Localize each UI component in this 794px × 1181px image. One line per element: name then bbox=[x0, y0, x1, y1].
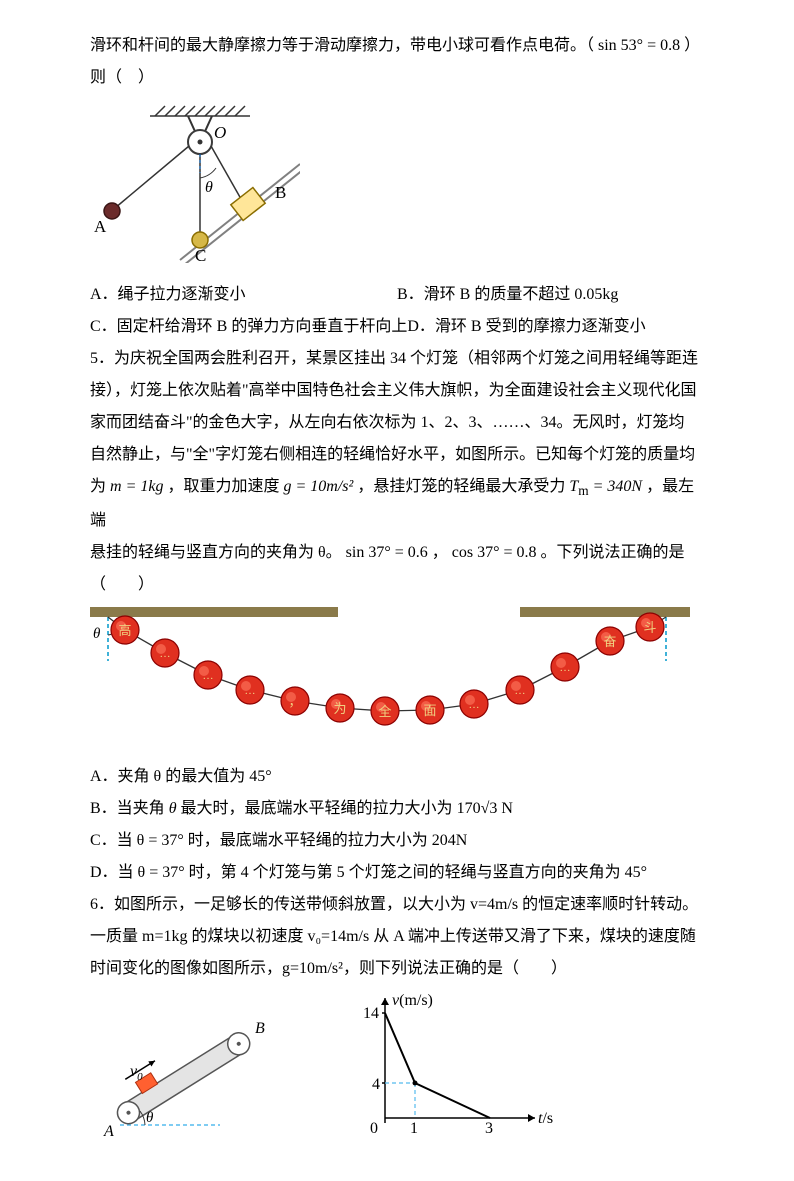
q4-options-row1: A．绳子拉力逐渐变小 B．滑环 B 的质量不超过 0.05kg bbox=[90, 279, 704, 311]
q5-option-a: A．夹角 θ 的最大值为 45° bbox=[90, 761, 704, 793]
q5-l5-a: 为 bbox=[90, 478, 106, 495]
q5-l5: 为 m = 1kg ，取重力加速度 g = 10m/s² ，悬挂灯笼的轻绳最大承… bbox=[90, 471, 704, 537]
svg-text:4: 4 bbox=[372, 1076, 380, 1093]
q5-l2: 接），灯笼上依次贴着"高举中国特色社会主义伟大旗帜，为全面建设社会主义现代化国 bbox=[90, 375, 704, 407]
q4-option-d: D．滑环 B 受到的摩擦力逐渐变小 bbox=[407, 318, 645, 335]
q5-l3: 家而团结奋斗"的金色大字，从左向右依次标为 1、2、3、……、34。无风时，灯笼… bbox=[90, 407, 704, 439]
q6-l3: 时间变化的图像如图所示，g=10m/s²，则下列说法正确的是（ ） bbox=[90, 953, 704, 985]
svg-text:全: 全 bbox=[378, 704, 391, 719]
svg-text:1: 1 bbox=[410, 1120, 418, 1137]
svg-text:…: … bbox=[203, 670, 214, 682]
svg-text:0: 0 bbox=[370, 1120, 378, 1137]
q5-option-c: C．当 θ = 37° 时，最底端水平轻绳的拉力大小为 204N bbox=[90, 825, 704, 857]
q5-g: g = 10m/s² bbox=[283, 478, 353, 495]
q4-option-b: B．滑环 B 的质量不超过 0.05kg bbox=[397, 279, 704, 311]
svg-text:…: … bbox=[515, 685, 526, 697]
svg-text:奋: 奋 bbox=[603, 634, 616, 649]
q6-figures: θ A B v0 v(m/s) t/s 14 4 0 1 3 bbox=[90, 993, 704, 1143]
q4-intro-1: 滑环和杆间的最大静摩擦力等于滑动摩擦力，带电小球可看作点电荷。（ sin 53°… bbox=[90, 30, 704, 62]
svg-text:B: B bbox=[275, 183, 286, 202]
q5-l7: （ ） bbox=[90, 569, 704, 601]
conveyor-svg: θ A B v0 bbox=[90, 1003, 280, 1143]
q5-m: m = 1kg bbox=[110, 478, 163, 495]
q5-option-b: B．当夹角 θ 最大时，最底端水平轻绳的拉力大小为 170√3 N bbox=[90, 793, 704, 825]
q5-l4: 自然静止，与"全"字灯笼右侧相连的轻绳恰好水平，如图所示。已知每个灯笼的质量均 bbox=[90, 439, 704, 471]
q5-l5-c: ，悬挂灯笼的轻绳最大承受力 bbox=[357, 478, 565, 495]
vt-graph-svg: v(m/s) t/s 14 4 0 1 3 bbox=[360, 993, 560, 1143]
q5-l5-b: ，取重力加速度 bbox=[167, 478, 279, 495]
q5-option-d: D．当 θ = 37° 时，第 4 个灯笼与第 5 个灯笼之间的轻绳与竖直方向的… bbox=[90, 857, 704, 889]
svg-text:高: 高 bbox=[118, 623, 131, 638]
svg-text:…: … bbox=[469, 699, 480, 711]
svg-text:v(m/s): v(m/s) bbox=[392, 993, 433, 1009]
svg-text:t/s: t/s bbox=[538, 1110, 553, 1127]
svg-text:O: O bbox=[214, 123, 226, 142]
q4-option-a: A．绳子拉力逐渐变小 bbox=[90, 279, 397, 311]
q5-l1: 5．为庆祝全国两会胜利召开，某景区挂出 34 个灯笼（相邻两个灯笼之间用轻绳等距… bbox=[90, 343, 704, 375]
q4-option-c: C．固定杆给滑环 B 的弹力方向垂直于杆向上 bbox=[90, 318, 407, 335]
svg-text:…: … bbox=[245, 685, 256, 697]
svg-text:面: 面 bbox=[423, 703, 436, 718]
svg-text:B: B bbox=[255, 1020, 265, 1037]
q5-l6: 悬挂的轻绳与竖直方向的夹角为 θ。 sin 37° = 0.6 ， cos 37… bbox=[90, 537, 704, 569]
svg-text:…: … bbox=[160, 648, 171, 660]
svg-text:θ: θ bbox=[146, 1110, 154, 1126]
svg-text:为: 为 bbox=[333, 701, 346, 716]
page-content: 滑环和杆间的最大静摩擦力等于滑动摩擦力，带电小球可看作点电荷。（ sin 53°… bbox=[0, 0, 794, 1181]
svg-text:，: ， bbox=[288, 694, 301, 709]
pulley-svg: A C B O θ bbox=[90, 98, 300, 263]
figure-pulley: A C B O θ bbox=[90, 98, 704, 275]
q4-intro-2: 则（ ） bbox=[90, 62, 704, 94]
figure-lanterns: θ 高 … … … ， 为 全 面 … … … 奋 斗 bbox=[90, 605, 704, 757]
svg-text:v0: v0 bbox=[130, 1063, 143, 1083]
svg-text:θ: θ bbox=[93, 626, 101, 642]
q4-options-row2: C．固定杆给滑环 B 的弹力方向垂直于杆向上D．滑环 B 受到的摩擦力逐渐变小 bbox=[90, 311, 704, 343]
svg-text:A: A bbox=[103, 1123, 114, 1140]
svg-text:14: 14 bbox=[363, 1005, 379, 1022]
svg-text:C: C bbox=[195, 246, 206, 263]
svg-text:3: 3 bbox=[485, 1120, 493, 1137]
q6-l1: 6．如图所示，一足够长的传送带倾斜放置，以大小为 v=4m/s 的恒定速率顺时针… bbox=[90, 889, 704, 921]
svg-text:…: … bbox=[560, 662, 571, 674]
lanterns-svg: θ 高 … … … ， 为 全 面 … … … 奋 斗 bbox=[90, 605, 690, 745]
q5-Tm: Tm = 340N bbox=[569, 478, 642, 495]
q6-l2: 一质量 m=1kg 的煤块以初速度 v₀=14m/s 从 A 端冲上传送带又滑了… bbox=[90, 921, 704, 953]
svg-text:斗: 斗 bbox=[643, 620, 656, 635]
svg-text:θ: θ bbox=[205, 179, 213, 196]
svg-text:A: A bbox=[94, 217, 107, 236]
